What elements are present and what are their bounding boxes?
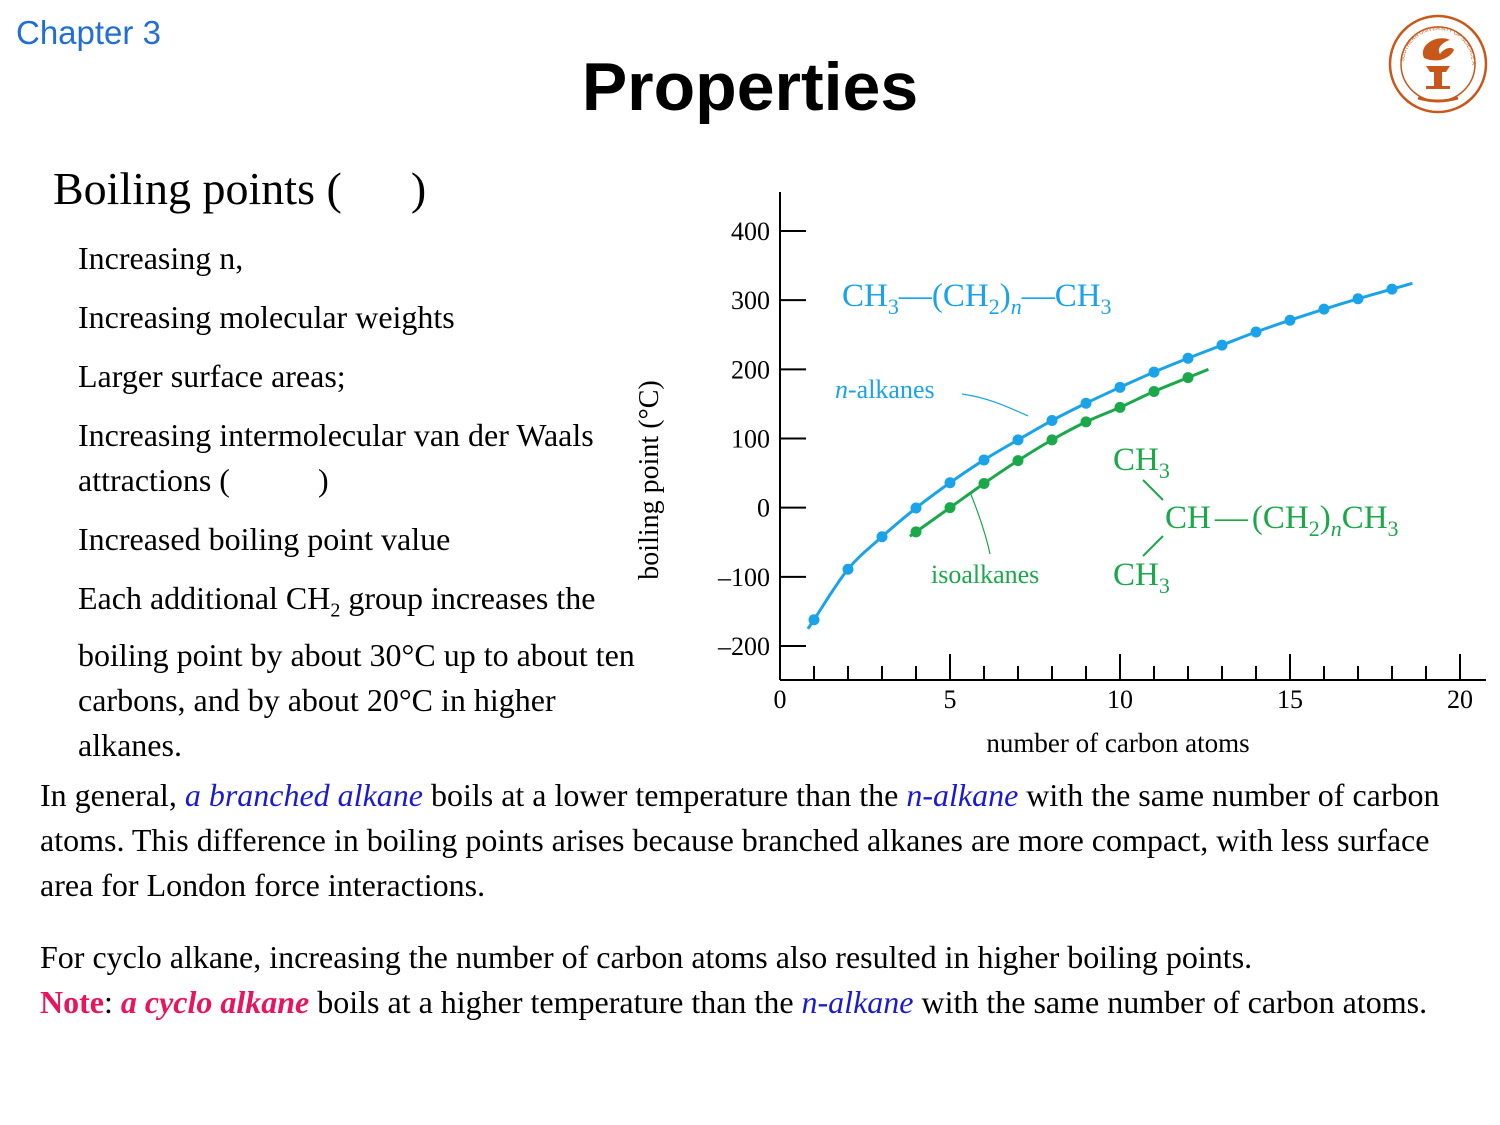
formula-iso-ch3-top: CH3 bbox=[1113, 442, 1170, 483]
heading-suffix: ) bbox=[410, 163, 427, 214]
data-point bbox=[1148, 366, 1160, 378]
bullet-vdw-close: ) bbox=[317, 462, 329, 498]
bullet-list: Increasing n, Increasing molecular weigh… bbox=[78, 236, 658, 782]
para-emphasis: n-alkane bbox=[906, 777, 1019, 813]
y-tick-label: 0 bbox=[757, 494, 770, 523]
y-axis-label: boiling point (°C) bbox=[634, 380, 665, 579]
data-point bbox=[1182, 372, 1194, 384]
data-point bbox=[1114, 401, 1126, 413]
series-label-n-alkanes: n-alkanes bbox=[835, 375, 935, 404]
x-axis-label: number of carbon atoms bbox=[986, 728, 1249, 758]
y-tick-label: –200 bbox=[717, 632, 770, 661]
para-text: with the same number of carbon atoms. Th… bbox=[40, 777, 1440, 903]
y-tick-label: 400 bbox=[731, 217, 770, 246]
heading-prefix: Boiling points ( bbox=[53, 163, 342, 214]
bullet-ch-rest: group increases the boiling point by abo… bbox=[78, 580, 635, 764]
para-emphasis: a cyclo alkane bbox=[120, 984, 310, 1020]
formula-iso-ch3-bottom: CH3 bbox=[1113, 557, 1170, 598]
data-point bbox=[1012, 434, 1024, 446]
bullet-item: Increasing molecular weights bbox=[78, 299, 455, 335]
data-point bbox=[1182, 352, 1194, 364]
x-tick-label: 10 bbox=[1107, 685, 1133, 714]
para-text: with the same number of carbon atoms. bbox=[913, 984, 1428, 1020]
university-logo: SOUTHERN UNIVERSITY OF SCIENCE AND TECHN… bbox=[1388, 14, 1488, 114]
y-tick-label: 300 bbox=[731, 286, 770, 315]
x-tick-label: 15 bbox=[1277, 685, 1303, 714]
data-point bbox=[1352, 293, 1364, 305]
paragraph-branched: In general, a branched alkane boils at a… bbox=[40, 773, 1480, 908]
formula-iso-chain: CH — (CH2)nCH3 bbox=[1165, 500, 1399, 541]
slide-title: Properties bbox=[581, 49, 919, 125]
chapter-label: Chapter 3 bbox=[16, 14, 161, 51]
data-point bbox=[876, 531, 888, 543]
paragraph-cyclo: For cyclo alkane, increasing the number … bbox=[40, 935, 1480, 1025]
section-heading: Boiling points ( ) bbox=[53, 162, 426, 215]
bullet-item: Increasing intermolecular van der Waals … bbox=[78, 413, 658, 503]
series-line bbox=[806, 281, 1413, 630]
data-point bbox=[910, 502, 922, 514]
para-emphasis: a branched alkane bbox=[184, 777, 423, 813]
x-tick-label: 20 bbox=[1447, 685, 1473, 714]
y-tick-label: 100 bbox=[731, 425, 770, 454]
para-emphasis: n-alkane bbox=[801, 984, 914, 1020]
data-point bbox=[1080, 397, 1092, 409]
data-point bbox=[910, 526, 922, 538]
bullet-item: Each additional CH2 group increases the … bbox=[78, 576, 658, 768]
para-text: boils at a higher temperature than the bbox=[309, 984, 802, 1020]
para-text: boils at a lower temperature than the bbox=[422, 777, 907, 813]
para-text: : bbox=[103, 984, 121, 1020]
data-point bbox=[1114, 381, 1126, 393]
y-tick-label: –100 bbox=[717, 563, 770, 592]
data-point bbox=[1046, 415, 1058, 427]
data-point bbox=[1318, 303, 1330, 315]
data-point bbox=[1386, 283, 1398, 295]
data-point bbox=[944, 502, 956, 514]
formula-n-alkane: CH3—(CH2)n—CH3 bbox=[842, 278, 1112, 319]
series-label-isoalkanes: isoalkanes bbox=[931, 560, 1039, 589]
data-point bbox=[1216, 339, 1228, 351]
bullet-item: Larger surface areas; bbox=[78, 358, 346, 394]
data-point bbox=[1284, 314, 1296, 326]
x-tick-label: 5 bbox=[944, 685, 957, 714]
data-point bbox=[1250, 326, 1262, 338]
chart-plot bbox=[806, 281, 1413, 630]
bullet-ch-sub: 2 bbox=[330, 599, 341, 622]
data-point bbox=[1148, 385, 1160, 397]
data-point bbox=[978, 454, 990, 466]
para-text: In general, bbox=[40, 777, 185, 813]
data-point bbox=[978, 477, 990, 489]
bullet-item: Increased boiling point value bbox=[78, 521, 451, 557]
bullet-ch-text: Each additional CH bbox=[78, 580, 331, 616]
data-point bbox=[1012, 455, 1024, 467]
y-tick-label: 200 bbox=[731, 355, 770, 384]
series-line bbox=[909, 367, 1209, 538]
note-label: Note bbox=[40, 984, 104, 1020]
data-point bbox=[1080, 416, 1092, 428]
data-point bbox=[1046, 434, 1058, 446]
x-tick-label: 0 bbox=[774, 685, 787, 714]
para-text: For cyclo alkane, increasing the number … bbox=[40, 939, 1253, 975]
bullet-vdw-text: Increasing intermolecular van der Waals … bbox=[78, 417, 594, 498]
data-point bbox=[808, 614, 820, 626]
data-point bbox=[944, 477, 956, 489]
data-point bbox=[842, 563, 854, 575]
bullet-item: Increasing n, bbox=[78, 240, 244, 276]
